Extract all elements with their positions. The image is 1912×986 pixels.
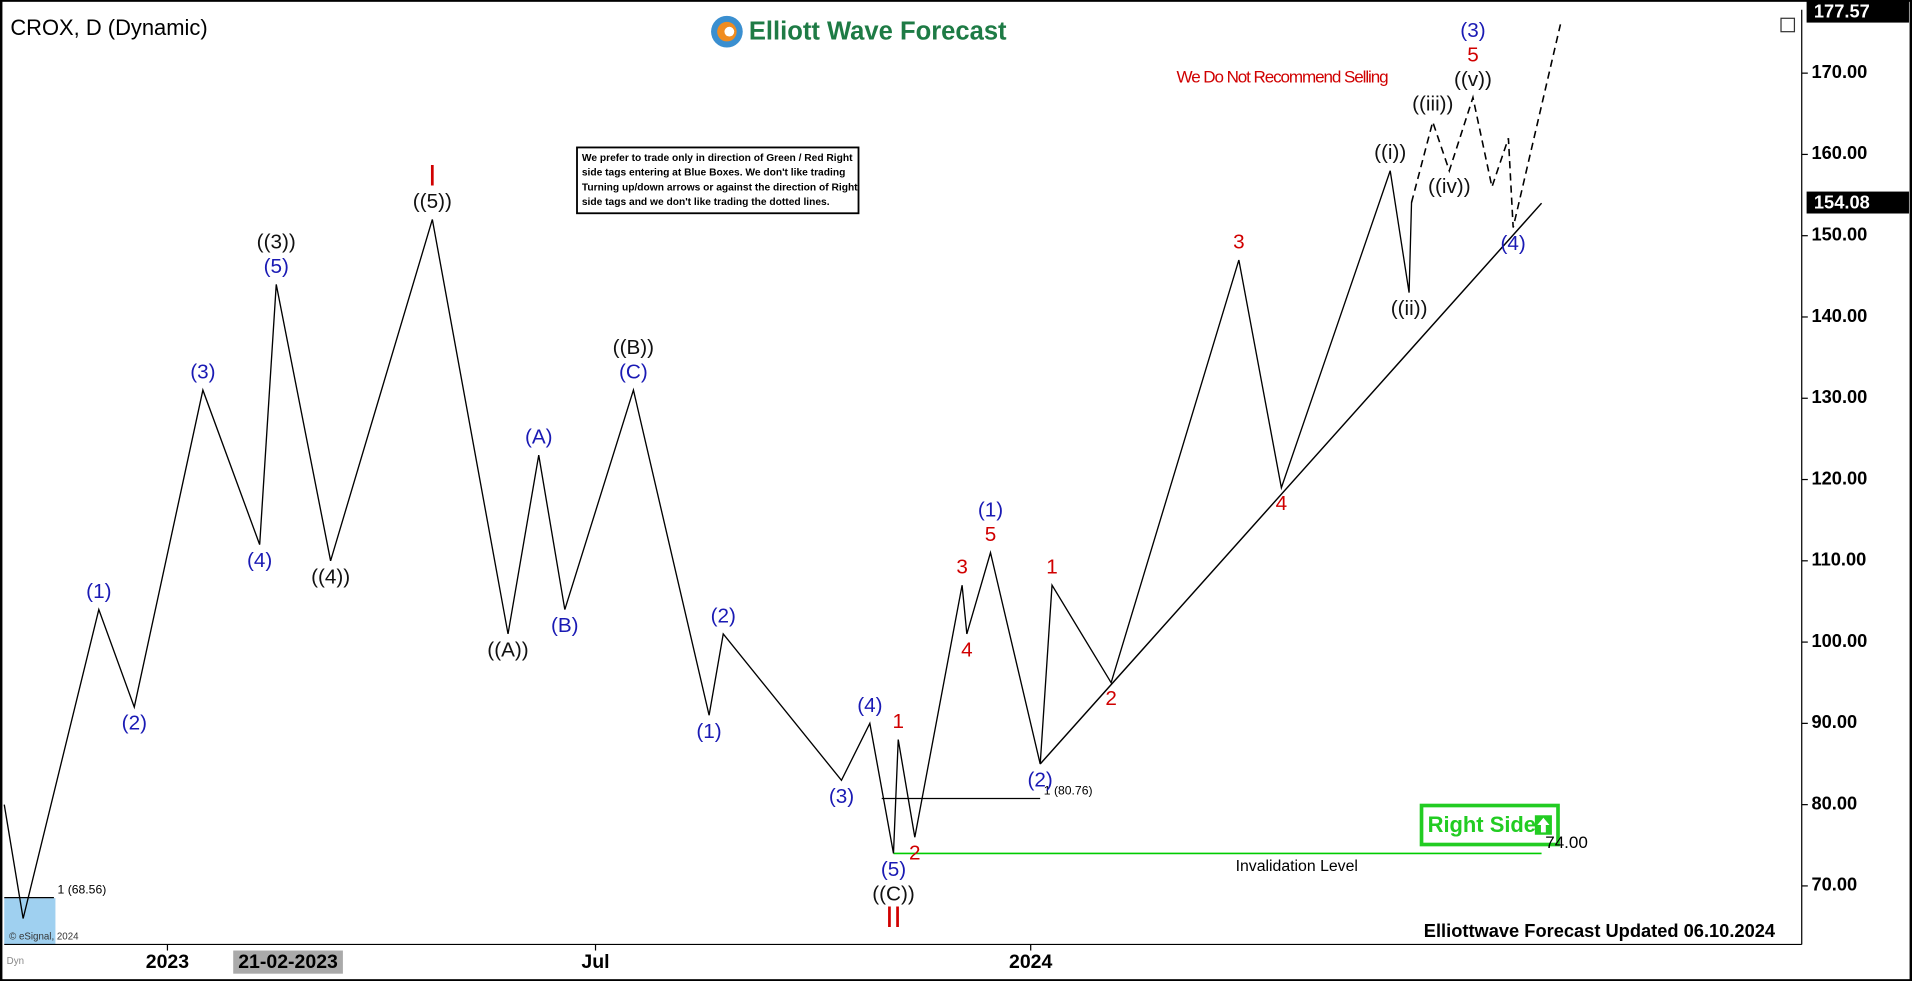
blue-box [4,898,56,945]
y-tick-label: 110.00 [1811,549,1866,570]
right-side-text: Right Side [1428,812,1536,837]
cursor-box [233,950,343,974]
wave-label: 3 [1233,230,1245,253]
wave-label: (A) [525,426,553,449]
notice-line: We prefer to trade only in direction of … [582,153,853,164]
price-label: 177.57 [1814,1,1870,22]
y-tick-label: 70.00 [1811,874,1857,895]
y-tick-label: 120.00 [1811,467,1867,488]
arrow-up [1537,817,1550,833]
wave-label: II [885,902,901,934]
notice-line: side tags and we don't like trading the … [582,197,830,208]
y-tick-label: 170.00 [1811,61,1867,82]
wave-label: (1) [86,580,111,603]
level-label: 1 (68.56) [58,883,107,897]
wave-label: (5) [264,255,289,278]
wave-label: (2) [122,712,147,735]
wave-label: 4 [1276,492,1288,515]
right-side-tag: Right Side [1419,803,1560,847]
wave-label: ((5)) [413,190,452,213]
wave-label: 5 [1467,44,1479,67]
window-icon [1780,17,1796,33]
y-tick-label: 90.00 [1811,711,1857,732]
wave-label: 3 [956,556,968,579]
wave-label: 5 [985,523,997,546]
price-box [1806,0,1909,23]
notice: We prefer to trade only in direction of … [576,146,860,215]
wave-label: ((B)) [613,336,654,359]
copyright: © eSignal, 2024 [9,932,79,943]
price-label: 154.08 [1814,192,1870,213]
wave-label: ((iv)) [1428,175,1471,198]
price-line [3,170,1413,919]
x-tick-label: 2024 [1009,951,1053,973]
wave-label: ((i)) [1374,141,1406,164]
x-tick-label: 2023 [146,951,190,973]
wave-label: ((C)) [872,882,915,905]
wave-label: (3) [829,785,854,808]
notice-box [576,146,860,215]
y-tick-label: 150.00 [1811,224,1867,245]
footer: Elliottwave Forecast Updated 06.10.2024 [1424,920,1776,941]
wave-label: (3) [1460,19,1485,42]
wave-label: 1 [1046,556,1058,579]
wave-label: (4) [247,549,272,572]
wave-label: ((3)) [257,231,296,254]
wave-label: (4) [1501,232,1526,255]
wave-label: ((iii)) [1412,92,1453,115]
wave-label: ((4)) [311,565,350,588]
wave-label: I [428,161,436,193]
wave-label: (4) [857,694,882,717]
logo-icon-core [724,26,735,37]
level-label: 1 (80.76) [1044,783,1093,797]
wave-label: 4 [961,638,973,661]
wave-label: ((v)) [1454,68,1492,91]
warning: We Do Not Recommend Selling [1177,67,1389,86]
wave-label: 2 [909,842,921,865]
cursor-label: 21-02-2023 [238,951,338,973]
y-tick-label: 160.00 [1811,142,1867,163]
y-tick-label: 80.00 [1811,792,1857,813]
projection-line [1410,24,1562,228]
y-tick-label: 100.00 [1811,630,1867,651]
wave-label: (1) [978,499,1003,522]
wave-label: (1) [696,720,721,743]
y-tick-label: 130.00 [1811,386,1867,407]
wave-label: ((A)) [487,638,528,661]
wave-label: 2 [1105,687,1117,710]
wave-label: (2) [711,604,736,627]
x-tick-label: Jul [581,951,609,973]
wave-label: 1 [893,710,905,733]
wave-label: (3) [190,361,215,384]
wave-label: ((ii)) [1391,297,1428,320]
price-box [1806,191,1909,214]
notice-line: Turning up/down arrows or against the di… [582,182,858,193]
logo: Elliott Wave Forecast [711,15,1007,48]
mode: Dyn [7,956,24,967]
wave-label: (5) [881,858,906,881]
wave-label: (C) [619,361,648,384]
wave-label: (B) [551,614,579,637]
invalidation-value: 74.00 [1545,833,1588,852]
y-tick-label: 140.00 [1811,305,1867,326]
chart-title: CROX, D (Dynamic) [10,15,207,40]
wave-label: (2) [1028,769,1053,792]
logo-text: Elliott Wave Forecast [749,18,1007,46]
trendline [1039,202,1543,765]
invalidation-label: Invalidation Level [1236,858,1358,875]
notice-line: side tags entering at Blue Boxes. We don… [582,168,845,179]
